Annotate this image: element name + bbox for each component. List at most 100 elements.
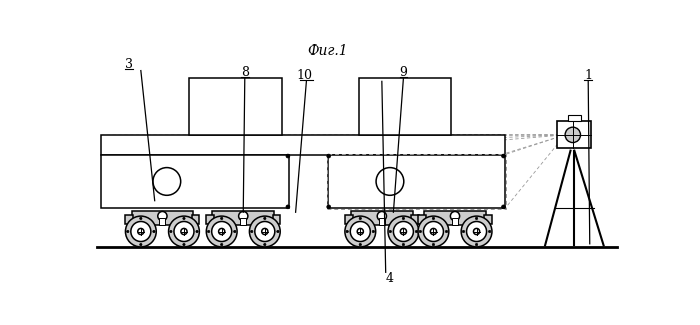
- Circle shape: [462, 230, 465, 233]
- Bar: [272, 214, 280, 224]
- Text: 3: 3: [125, 58, 133, 71]
- Circle shape: [211, 222, 232, 241]
- Text: Фиг.1: Фиг.1: [307, 44, 349, 58]
- Circle shape: [286, 154, 290, 158]
- Bar: [355, 224, 370, 233]
- Bar: [240, 218, 246, 225]
- Circle shape: [286, 205, 290, 209]
- Circle shape: [475, 217, 477, 220]
- Circle shape: [262, 228, 268, 235]
- Circle shape: [138, 228, 144, 235]
- Bar: [393, 224, 409, 233]
- Circle shape: [402, 243, 405, 246]
- Circle shape: [376, 168, 404, 195]
- Circle shape: [415, 230, 418, 233]
- Circle shape: [125, 216, 156, 247]
- Circle shape: [169, 230, 172, 233]
- Circle shape: [400, 228, 407, 235]
- Bar: [379, 218, 385, 225]
- Circle shape: [418, 216, 449, 247]
- Text: 10: 10: [297, 69, 313, 82]
- Circle shape: [183, 243, 185, 246]
- Circle shape: [183, 217, 185, 220]
- Bar: [178, 224, 190, 235]
- Circle shape: [234, 230, 236, 233]
- Bar: [132, 212, 193, 225]
- Bar: [345, 214, 353, 224]
- Bar: [135, 224, 151, 233]
- Circle shape: [158, 212, 167, 221]
- Circle shape: [327, 154, 330, 158]
- Circle shape: [433, 217, 435, 220]
- Text: 4: 4: [386, 272, 393, 285]
- Circle shape: [430, 228, 437, 235]
- Circle shape: [206, 216, 237, 247]
- Bar: [358, 77, 451, 135]
- Circle shape: [350, 222, 370, 241]
- Bar: [255, 224, 270, 233]
- Circle shape: [196, 230, 198, 233]
- Circle shape: [419, 230, 421, 233]
- Bar: [411, 214, 419, 224]
- Circle shape: [372, 230, 375, 233]
- Text: 9: 9: [400, 66, 407, 79]
- Circle shape: [327, 205, 330, 209]
- Bar: [428, 224, 444, 233]
- Circle shape: [461, 216, 492, 247]
- Circle shape: [127, 230, 129, 233]
- Circle shape: [140, 217, 142, 220]
- Circle shape: [359, 243, 361, 246]
- Circle shape: [433, 243, 435, 246]
- Bar: [216, 224, 228, 235]
- Circle shape: [255, 222, 275, 241]
- Circle shape: [489, 230, 491, 233]
- Circle shape: [249, 216, 280, 247]
- Circle shape: [218, 228, 225, 235]
- Bar: [101, 154, 290, 208]
- Bar: [354, 224, 367, 235]
- Circle shape: [389, 230, 391, 233]
- Circle shape: [402, 217, 405, 220]
- Text: 1: 1: [584, 69, 592, 82]
- Circle shape: [450, 212, 460, 221]
- Circle shape: [207, 230, 210, 233]
- Bar: [134, 224, 147, 235]
- Bar: [398, 224, 410, 235]
- Bar: [258, 224, 271, 235]
- Circle shape: [131, 222, 151, 241]
- Bar: [125, 214, 133, 224]
- Circle shape: [345, 216, 376, 247]
- Circle shape: [357, 228, 363, 235]
- Bar: [424, 212, 486, 225]
- Bar: [206, 214, 214, 224]
- Circle shape: [140, 243, 142, 246]
- Circle shape: [251, 230, 253, 233]
- Bar: [160, 218, 165, 225]
- Circle shape: [445, 230, 448, 233]
- Circle shape: [377, 212, 386, 221]
- Bar: [452, 218, 458, 225]
- Bar: [101, 135, 505, 154]
- Text: 8: 8: [241, 66, 248, 79]
- Bar: [466, 224, 482, 233]
- Circle shape: [264, 217, 266, 220]
- Circle shape: [174, 222, 194, 241]
- Bar: [351, 212, 413, 225]
- Circle shape: [346, 230, 349, 233]
- Bar: [328, 154, 505, 208]
- Circle shape: [359, 217, 361, 220]
- Bar: [484, 214, 492, 224]
- Circle shape: [220, 243, 223, 246]
- Circle shape: [388, 216, 419, 247]
- Bar: [327, 154, 506, 209]
- Circle shape: [169, 216, 199, 247]
- Bar: [568, 115, 580, 122]
- Bar: [189, 77, 281, 135]
- Bar: [427, 224, 440, 235]
- Circle shape: [153, 230, 155, 233]
- Circle shape: [565, 127, 580, 143]
- Bar: [174, 224, 189, 233]
- Circle shape: [502, 205, 505, 209]
- Circle shape: [473, 228, 480, 235]
- Bar: [216, 224, 232, 233]
